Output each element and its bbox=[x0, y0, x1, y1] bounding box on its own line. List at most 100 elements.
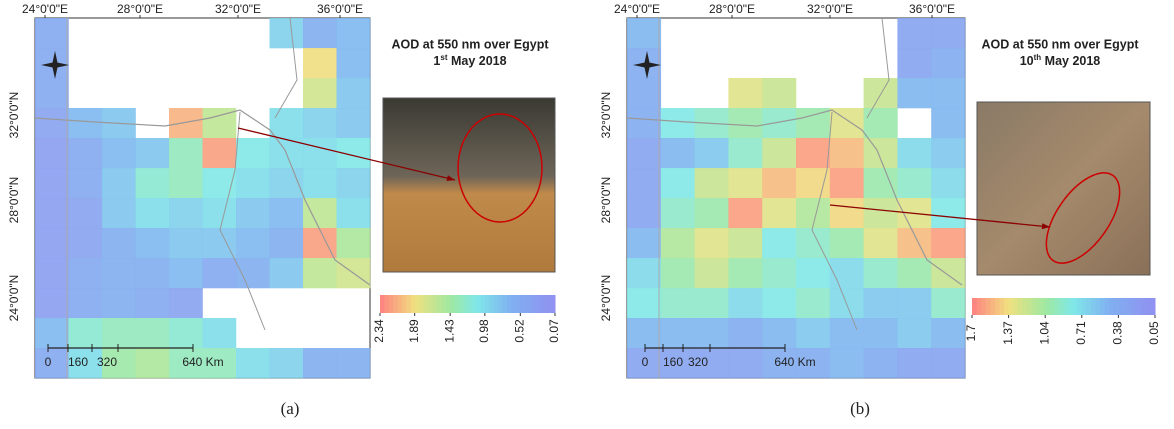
aod-cell bbox=[35, 318, 69, 348]
aod-cell bbox=[762, 78, 796, 108]
scale-label: 640 Km bbox=[182, 355, 223, 369]
colorbar-swatch bbox=[437, 295, 442, 313]
colorbar-swatch bbox=[1086, 298, 1091, 315]
aod-cell bbox=[303, 138, 337, 168]
colorbar-swatch bbox=[1018, 298, 1023, 315]
aod-cell bbox=[102, 318, 136, 348]
date-rest: May 2018 bbox=[1041, 54, 1100, 68]
aod-cell bbox=[695, 318, 729, 348]
figure: 24°0'0"E28°0'0"E32°0'0"E36°0'0"E32°0'0"N… bbox=[0, 0, 1174, 429]
panel-caption: (b) bbox=[850, 399, 870, 418]
aod-cell bbox=[864, 138, 898, 168]
aod-cell bbox=[35, 348, 69, 378]
aod-cell bbox=[830, 258, 864, 288]
colorbar-swatch bbox=[389, 295, 394, 313]
map-date: 1st May 2018 bbox=[433, 53, 506, 69]
colorbar-swatch bbox=[393, 295, 398, 313]
map-date: 10th May 2018 bbox=[1020, 53, 1101, 69]
aod-cell bbox=[69, 168, 103, 198]
colorbar-swatch bbox=[1118, 298, 1123, 315]
scale-label: 320 bbox=[688, 355, 708, 369]
colorbar-swatch bbox=[380, 295, 385, 313]
colorbar-swatch bbox=[986, 298, 991, 315]
aod-cell bbox=[762, 198, 796, 228]
aod-cell bbox=[136, 258, 170, 288]
colorbar-swatch bbox=[402, 295, 407, 313]
colorbar-swatch bbox=[538, 295, 543, 313]
colorbar-label: 0.05 bbox=[1147, 321, 1161, 345]
aod-cell bbox=[695, 168, 729, 198]
aod-cell bbox=[796, 318, 830, 348]
aod-cell bbox=[236, 198, 270, 228]
colorbar-swatch bbox=[1100, 298, 1105, 315]
aod-cell bbox=[627, 198, 661, 228]
colorbar-swatch bbox=[990, 298, 995, 315]
aod-cell bbox=[897, 258, 931, 288]
colorbar-swatch bbox=[1036, 298, 1041, 315]
colorbar: 2.341.891.430.980.520.07 bbox=[372, 295, 561, 343]
panel: 24°0'0"E28°0'0"E32°0'0"E36°0'0"E32°0'0"N… bbox=[599, 2, 1161, 418]
aod-cell bbox=[203, 138, 237, 168]
aod-cell bbox=[897, 228, 931, 258]
aod-cell bbox=[303, 258, 337, 288]
panel-caption: (a) bbox=[281, 399, 300, 418]
colorbar-swatch bbox=[398, 295, 403, 313]
colorbar-swatch bbox=[1137, 298, 1142, 315]
aod-cell bbox=[796, 258, 830, 288]
colorbar-swatch bbox=[1027, 298, 1032, 315]
aod-cell bbox=[35, 108, 69, 138]
y-tick-label: 24°0'0"N bbox=[7, 275, 21, 322]
aod-cell bbox=[864, 318, 898, 348]
aod-cell bbox=[627, 258, 661, 288]
aod-cell bbox=[303, 348, 337, 378]
aod-cell bbox=[303, 78, 337, 108]
colorbar-label: 0.07 bbox=[547, 319, 561, 343]
colorbar-swatch bbox=[406, 295, 411, 313]
aod-cell bbox=[661, 288, 695, 318]
aod-cell bbox=[661, 258, 695, 288]
aod-cell bbox=[35, 138, 69, 168]
colorbar-swatch bbox=[520, 295, 525, 313]
aod-cell bbox=[35, 78, 69, 108]
aod-cell bbox=[136, 198, 170, 228]
aod-cell bbox=[897, 288, 931, 318]
scale-label: 320 bbox=[97, 355, 117, 369]
colorbar-swatch bbox=[1141, 298, 1146, 315]
aod-cell bbox=[897, 348, 931, 378]
aod-cell bbox=[102, 288, 136, 318]
aod-cell bbox=[136, 288, 170, 318]
colorbar-swatch bbox=[419, 295, 424, 313]
aod-cell bbox=[864, 78, 898, 108]
x-tick-label: 36°0'0"E bbox=[909, 2, 955, 16]
aod-cell bbox=[102, 228, 136, 258]
colorbar-label: 0.52 bbox=[512, 319, 526, 343]
colorbar-swatch bbox=[1132, 298, 1137, 315]
aod-cell bbox=[627, 228, 661, 258]
colorbar-swatch bbox=[1077, 298, 1082, 315]
aod-cell bbox=[69, 108, 103, 138]
aod-cell bbox=[627, 288, 661, 318]
aod-cell bbox=[69, 318, 103, 348]
aod-cell bbox=[931, 168, 965, 198]
colorbar-swatch bbox=[1013, 298, 1018, 315]
colorbar-swatch bbox=[411, 295, 416, 313]
colorbar-label: 1.04 bbox=[1037, 321, 1051, 345]
aod-cell bbox=[35, 198, 69, 228]
aod-cell bbox=[864, 168, 898, 198]
aod-cell bbox=[102, 258, 136, 288]
colorbar-swatch bbox=[433, 295, 438, 313]
colorbar-label: 1.43 bbox=[442, 319, 456, 343]
aod-cell bbox=[627, 138, 661, 168]
aod-cell bbox=[897, 18, 931, 48]
aod-cell bbox=[303, 168, 337, 198]
aod-cell bbox=[695, 288, 729, 318]
x-tick-label: 32°0'0"E bbox=[807, 2, 853, 16]
scale-label: 160 bbox=[68, 355, 88, 369]
aod-cell bbox=[830, 168, 864, 198]
aod-cell bbox=[864, 348, 898, 378]
colorbar-swatch bbox=[1123, 298, 1128, 315]
colorbar-swatch bbox=[454, 295, 459, 313]
date-day: 1 bbox=[433, 54, 440, 68]
colorbar-swatch bbox=[450, 295, 455, 313]
aod-cell bbox=[864, 258, 898, 288]
